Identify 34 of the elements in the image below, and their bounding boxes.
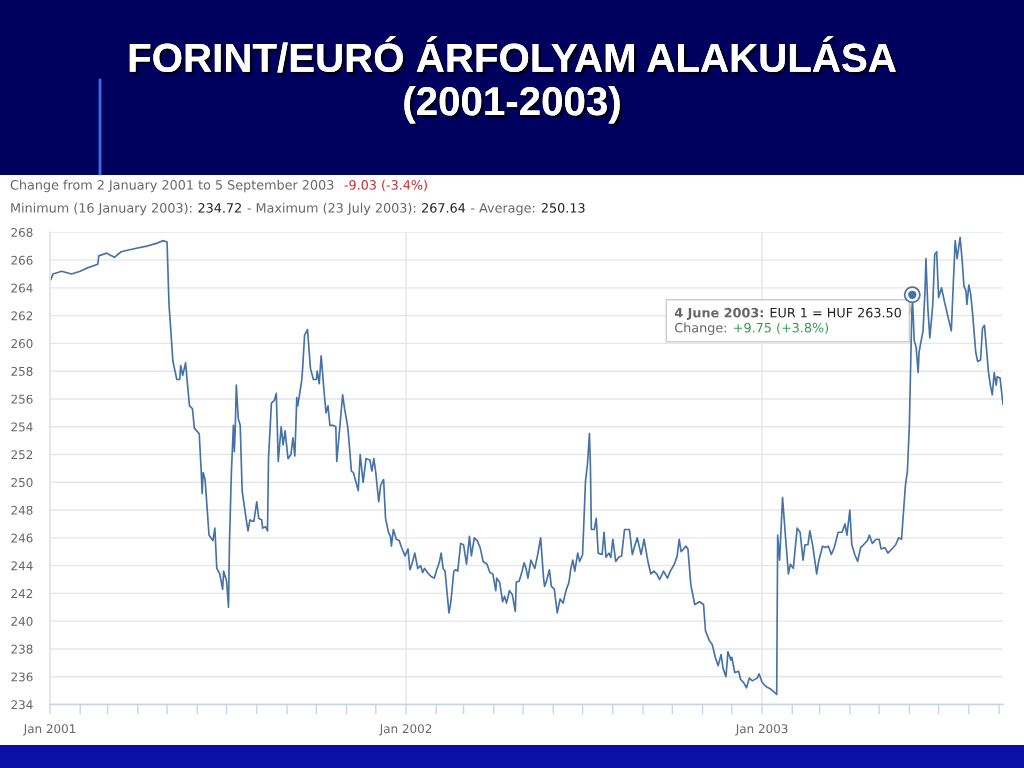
text: Minimum (16 January 2003): bbox=[11, 202, 192, 216]
chart-title: FORINT/EURÓ ÁRFOLYAM ALAKULÁSA (2001-2003) bbox=[129, 36, 899, 127]
y-tick-label: 240 bbox=[11, 616, 33, 626]
x-tick-label: Jan 2002 bbox=[379, 724, 432, 736]
x-tick-label: Jan 2003 bbox=[735, 724, 788, 736]
y-tick-label: 262 bbox=[11, 311, 33, 321]
y-tick-label: 266 bbox=[11, 255, 33, 265]
annotation: 4 June 2003: bbox=[674, 307, 763, 320]
y-tick-label: 242 bbox=[11, 589, 33, 598]
y-tick-label: 244 bbox=[11, 561, 33, 571]
text: 267.64 bbox=[422, 203, 466, 213]
annotation: EUR 1 = HUF 263.50 bbox=[770, 307, 901, 318]
y-tick-label: 248 bbox=[11, 505, 33, 515]
y-tick-label: 258 bbox=[11, 366, 33, 376]
y-tick-label: 250 bbox=[11, 477, 33, 487]
chart-subtitle: Change from 2 January 2001 to 5 September 2003 bbox=[10, 179, 334, 193]
y-tick-label: 252 bbox=[11, 450, 33, 460]
y-tick-label: 246 bbox=[11, 533, 33, 543]
x-tick-label: Jan 2001 bbox=[23, 724, 76, 736]
y-tick-label: 268 bbox=[11, 227, 33, 238]
text: - Average: bbox=[471, 203, 535, 216]
y-tick-label: 234 bbox=[11, 700, 33, 710]
text: - Maximum (23 July 2003): bbox=[247, 202, 416, 216]
y-tick-label: 260 bbox=[11, 339, 33, 349]
text: -9.03 (-3.4%) bbox=[344, 179, 427, 192]
text: 234.72 bbox=[198, 203, 241, 213]
y-tick-label: 264 bbox=[11, 283, 33, 293]
y-tick-label: 254 bbox=[11, 422, 33, 432]
y-tick-label: 236 bbox=[11, 672, 33, 682]
y-tick-label: 256 bbox=[11, 394, 33, 404]
text: 250.13 bbox=[541, 203, 585, 213]
annotation: +9.75 (+3.8%) bbox=[734, 322, 829, 335]
y-tick-label: 238 bbox=[11, 644, 33, 654]
annotation: Change: bbox=[675, 322, 727, 335]
